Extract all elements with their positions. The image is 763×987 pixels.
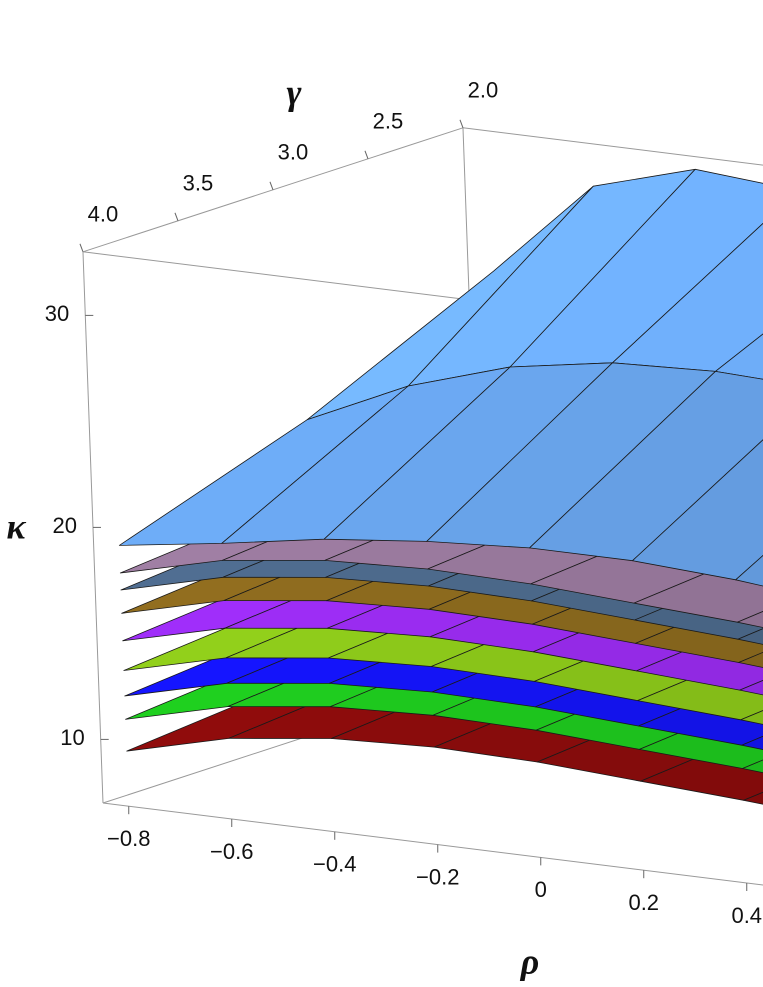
surfaces — [118, 168, 763, 805]
y-tick-label: 3.5 — [183, 171, 214, 196]
z-tick-label: 30 — [45, 301, 69, 326]
y-tick-label: 3.0 — [278, 140, 309, 165]
axes: γ κ ρ −0.8 −0.6 −0.4 −0.2 0 0.2 0.4 2.0 2.5 3.0 3.… — [6, 72, 762, 981]
x-tick-label: −0.6 — [210, 839, 253, 864]
y-tick — [269, 181, 274, 190]
y-tick-label: 2.5 — [373, 109, 404, 134]
surface-patch — [736, 611, 763, 628]
y-tick — [79, 243, 84, 252]
z-tick-label: 10 — [60, 725, 84, 750]
surface-patch — [737, 628, 763, 645]
z-axis-title: κ — [6, 506, 26, 546]
z-tick-label: 20 — [53, 513, 77, 538]
surface-patch — [742, 759, 763, 774]
x-tick-label: 0 — [535, 877, 547, 902]
box-edge — [462, 127, 763, 166]
surface-patch — [735, 554, 763, 587]
surface-patch — [715, 333, 763, 380]
surface-patch — [739, 679, 763, 696]
y-tick-label: 2.0 — [468, 78, 499, 103]
x-tick-label: −0.2 — [416, 864, 459, 889]
y-tick — [174, 212, 179, 221]
y-tick — [364, 150, 369, 159]
surface-patch — [740, 710, 763, 725]
y-axis-title: γ — [287, 72, 302, 112]
box-edge — [102, 802, 763, 886]
x-tick-label: −0.4 — [313, 852, 356, 877]
y-tick — [459, 119, 464, 128]
surface-patch — [743, 791, 763, 805]
y-tick-label: 4.0 — [88, 202, 119, 227]
x-tick-label: −0.8 — [107, 826, 150, 851]
surface-patch — [738, 651, 763, 668]
x-tick-label: 0.4 — [731, 903, 762, 928]
x-axis-title: ρ — [520, 941, 540, 981]
x-tick-label: 0.2 — [628, 890, 659, 915]
surface-patch — [741, 735, 763, 750]
